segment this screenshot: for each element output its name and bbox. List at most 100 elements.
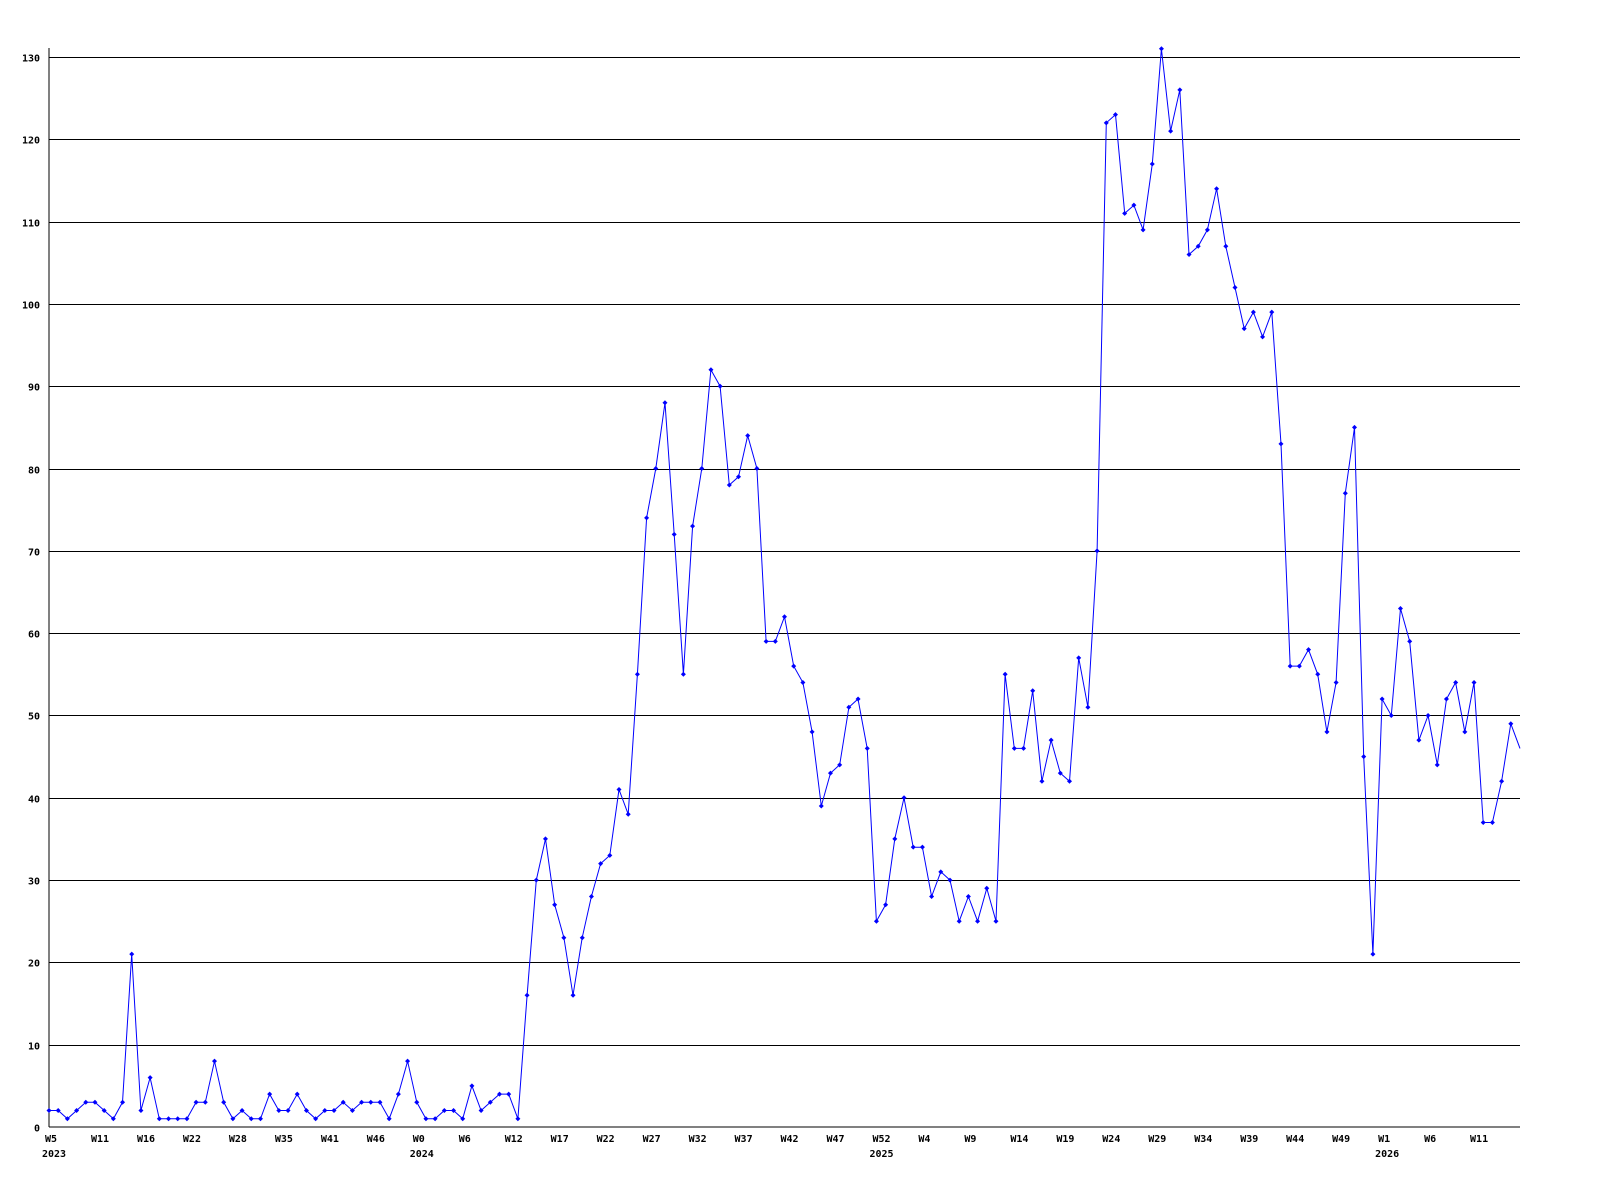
- data-point: [1333, 680, 1339, 686]
- data-point: [1223, 243, 1229, 249]
- data-point: [901, 795, 907, 801]
- data-point: [460, 1116, 466, 1122]
- data-point: [736, 474, 742, 480]
- data-point: [1048, 737, 1054, 743]
- data-point: [662, 400, 668, 406]
- data-point: [1112, 112, 1118, 118]
- year-label: 2025: [869, 1149, 893, 1160]
- data-point: [83, 1099, 89, 1105]
- data-point: [1177, 87, 1183, 93]
- data-point: [487, 1099, 493, 1105]
- y-tick-label: 70: [28, 548, 40, 559]
- y-tick-label: 90: [28, 383, 40, 394]
- y-tick-label: 10: [28, 1042, 40, 1053]
- series-line-group: [46, 46, 1521, 1122]
- data-point: [294, 1091, 300, 1097]
- x-tick-label: W44: [1286, 1134, 1304, 1145]
- data-point: [892, 836, 898, 842]
- data-point: [625, 811, 631, 817]
- data-point: [1122, 210, 1128, 216]
- x-tick-label: W47: [826, 1134, 844, 1145]
- y-tick-label: 60: [28, 630, 40, 641]
- data-point: [129, 951, 135, 957]
- x-tick-label: W41: [321, 1134, 339, 1145]
- y-tick-label: 40: [28, 795, 40, 806]
- data-point: [239, 1108, 245, 1114]
- data-point: [1434, 762, 1440, 768]
- data-point: [1260, 334, 1266, 340]
- data-point: [303, 1108, 309, 1114]
- x-tick-label: W52: [872, 1134, 890, 1145]
- data-point: [1131, 202, 1137, 208]
- data-point: [386, 1116, 392, 1122]
- data-point: [598, 861, 604, 867]
- data-point: [726, 482, 732, 488]
- data-point: [579, 935, 585, 941]
- data-point: [248, 1116, 254, 1122]
- data-point: [745, 433, 751, 439]
- data-point: [883, 902, 889, 908]
- y-tick-label: 110: [22, 219, 40, 230]
- x-tick-label: W14: [1010, 1134, 1028, 1145]
- data-point: [1296, 663, 1302, 669]
- data-point: [395, 1091, 401, 1097]
- data-point: [276, 1108, 282, 1114]
- data-point: [257, 1116, 263, 1122]
- data-point: [478, 1108, 484, 1114]
- data-point: [1471, 680, 1477, 686]
- data-point: [368, 1099, 374, 1105]
- y-tick-label: 50: [28, 712, 40, 723]
- x-tick-label: W39: [1240, 1134, 1258, 1145]
- data-point: [423, 1116, 429, 1122]
- data-point: [451, 1108, 457, 1114]
- data-point: [64, 1116, 70, 1122]
- data-point: [588, 894, 594, 900]
- data-point: [1186, 252, 1192, 258]
- data-point: [1370, 951, 1376, 957]
- data-point: [956, 918, 962, 924]
- data-point: [634, 671, 640, 677]
- x-tick-label: W22: [597, 1134, 615, 1145]
- data-point: [827, 770, 833, 776]
- data-point: [607, 852, 613, 858]
- data-point: [1342, 490, 1348, 496]
- data-point: [1011, 745, 1017, 751]
- data-point: [322, 1108, 328, 1114]
- data-point: [782, 614, 787, 620]
- data-point: [671, 531, 677, 537]
- data-point: [561, 935, 567, 941]
- data-point: [101, 1108, 107, 1114]
- data-point: [193, 1099, 199, 1105]
- x-tick-label: W0: [413, 1134, 425, 1145]
- series-line: [49, 48, 1521, 1120]
- data-point: [653, 466, 659, 472]
- y-tick-label: 20: [28, 959, 40, 970]
- data-point: [708, 367, 714, 373]
- data-point: [166, 1116, 172, 1122]
- data-point: [818, 803, 824, 809]
- x-tick-label: W6: [1424, 1134, 1436, 1145]
- data-point: [1315, 671, 1321, 677]
- data-point: [1388, 712, 1394, 718]
- x-tick-label: W22: [183, 1134, 201, 1145]
- data-point: [809, 729, 815, 735]
- x-tick-label: W29: [1148, 1134, 1166, 1145]
- data-point: [331, 1108, 337, 1114]
- data-point: [1425, 712, 1431, 718]
- data-point: [230, 1116, 236, 1122]
- data-point: [377, 1099, 383, 1105]
- data-point: [791, 663, 797, 669]
- data-point: [175, 1116, 181, 1122]
- data-point: [340, 1099, 346, 1105]
- y-tick-label: 80: [28, 466, 40, 477]
- x-tick-label: W19: [1056, 1134, 1074, 1145]
- x-tick-label: W34: [1194, 1134, 1212, 1145]
- data-point: [441, 1108, 447, 1114]
- data-point: [910, 844, 916, 850]
- data-point: [1103, 120, 1109, 126]
- data-point: [1480, 819, 1486, 825]
- year-label: 2026: [1375, 1149, 1399, 1160]
- data-point: [74, 1108, 80, 1114]
- year-label: 2024: [410, 1149, 434, 1160]
